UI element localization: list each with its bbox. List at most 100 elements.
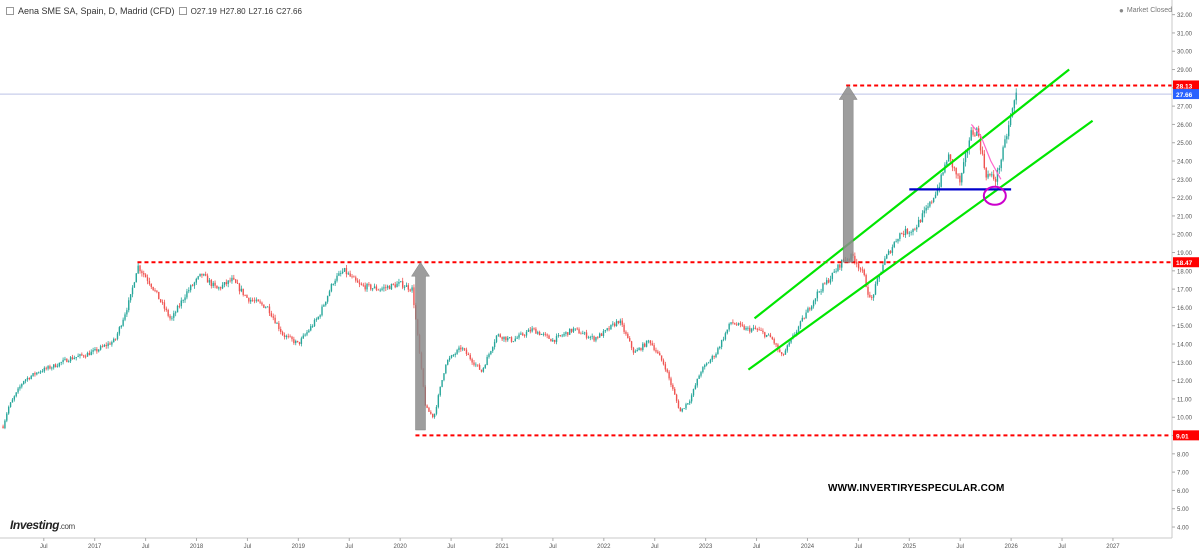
candle-body	[439, 386, 441, 396]
candle-body	[101, 346, 104, 348]
candle-body	[886, 254, 888, 259]
candle-body	[597, 337, 599, 338]
candle-body	[293, 339, 295, 344]
candle-body	[274, 317, 276, 324]
candle-body	[174, 312, 177, 314]
candle-body	[822, 283, 824, 292]
candle-body	[904, 228, 907, 236]
candle-body	[1009, 116, 1012, 126]
candle-body	[797, 326, 800, 332]
candle-body	[726, 329, 728, 334]
candle-body	[754, 327, 757, 329]
candle-body	[351, 276, 353, 278]
candle-body	[942, 172, 944, 175]
compare-icon[interactable]	[178, 7, 187, 15]
candle-body	[233, 277, 235, 280]
candle-body	[970, 130, 972, 141]
candle-body	[403, 286, 406, 288]
candle-body	[826, 280, 828, 284]
candle-body	[462, 348, 464, 350]
candle-body	[709, 359, 712, 363]
candle-body	[120, 325, 122, 328]
candle-body	[171, 317, 173, 319]
time-axis-panel[interactable]	[0, 538, 1172, 551]
candle-body	[871, 296, 873, 298]
x-tick-label: 2020	[393, 544, 407, 550]
candle-body	[471, 359, 473, 363]
candle-body	[291, 336, 293, 340]
candle-body	[681, 408, 683, 412]
investing-logo[interactable]: Investing.com	[10, 518, 75, 532]
candle-body	[595, 337, 597, 341]
candle-body	[741, 324, 743, 326]
candle-body	[223, 282, 226, 285]
candle-body	[370, 284, 372, 290]
candle-body	[253, 300, 256, 302]
candle-body	[769, 334, 772, 338]
candle-body	[379, 289, 381, 291]
candle-body	[159, 299, 162, 303]
candle-body	[987, 174, 989, 178]
channel-upper-line	[753, 68, 1070, 320]
watermark-text: WWW.INVERTIRYESPECULAR.COM	[828, 483, 1005, 494]
candle-body	[296, 340, 299, 342]
candle-body	[71, 357, 74, 360]
candle-body	[244, 294, 246, 296]
candle-body	[1004, 139, 1006, 148]
symbol-title[interactable]: Aena SME SA, Spain, D, Madrid (CFD)	[18, 6, 175, 16]
candle-body	[946, 161, 948, 165]
y-tick-label: 19.00	[1177, 251, 1193, 257]
candle-body	[30, 375, 32, 379]
candle-body	[56, 366, 59, 368]
candle-body	[11, 399, 14, 403]
candle-body	[86, 352, 89, 357]
x-tick-label: 2018	[190, 544, 204, 550]
candle-body	[475, 364, 477, 366]
candle-body	[216, 285, 218, 289]
candle-body	[426, 405, 428, 408]
candle-body	[724, 333, 727, 340]
candle-body	[53, 364, 55, 368]
candle-body	[392, 283, 395, 285]
candle-body	[62, 359, 64, 363]
candle-body	[26, 377, 29, 380]
candle-body	[326, 295, 329, 302]
candle-body	[347, 273, 349, 275]
candle-body	[77, 355, 79, 358]
candle-body	[219, 287, 222, 289]
candle-body	[133, 282, 136, 288]
candle-body	[84, 356, 87, 358]
candle-body	[473, 362, 475, 365]
candle-body	[441, 380, 443, 387]
candle-body	[893, 242, 895, 248]
candle-body	[137, 265, 139, 274]
x-tick-label: 2019	[292, 544, 306, 550]
candle-body	[677, 400, 680, 408]
candle-body	[672, 384, 674, 389]
candle-body	[991, 174, 993, 176]
candle-body	[837, 264, 839, 271]
candle-body	[538, 332, 541, 335]
candle-body	[863, 269, 865, 276]
candle-body	[1013, 100, 1016, 109]
candle-body	[739, 323, 742, 325]
candle-body	[537, 332, 539, 334]
candle-body	[161, 302, 164, 303]
candle-body	[720, 340, 723, 347]
candle-body	[583, 332, 586, 334]
candle-body	[64, 358, 66, 360]
candle-body	[463, 348, 466, 350]
x-tick-label: Jul	[244, 544, 252, 550]
candle-body	[390, 283, 393, 290]
y-tick-label: 4.00	[1177, 526, 1189, 532]
candle-body	[152, 286, 154, 291]
candle-body	[156, 290, 158, 292]
candle-body	[784, 350, 787, 355]
candle-body	[876, 278, 879, 285]
candle-body	[576, 328, 578, 330]
symbol-icon[interactable]	[6, 7, 14, 15]
candle-body	[263, 304, 265, 308]
candle-body	[803, 317, 805, 319]
